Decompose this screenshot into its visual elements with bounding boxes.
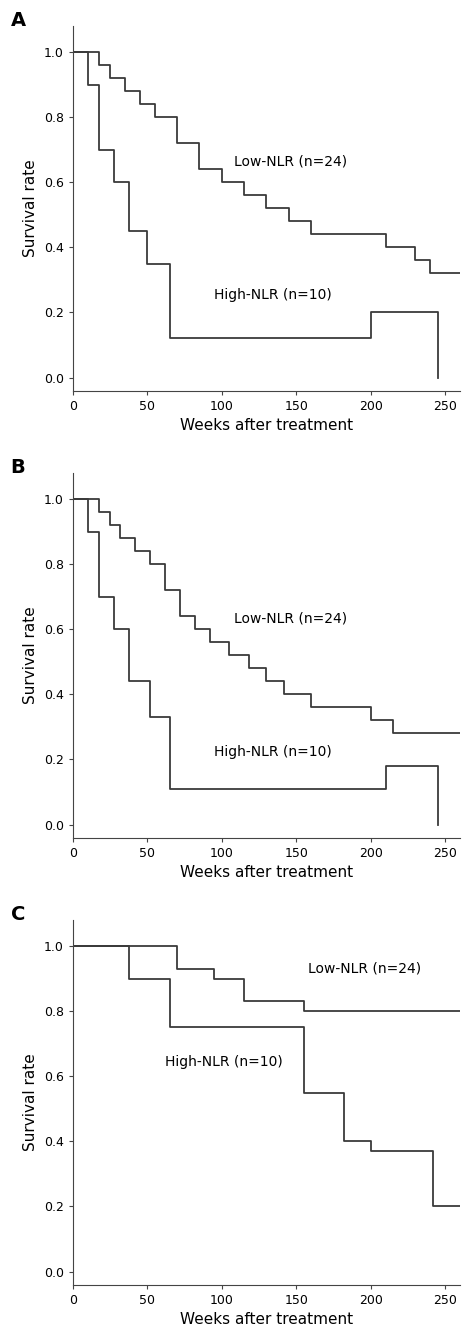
X-axis label: Weeks after treatment: Weeks after treatment — [180, 865, 353, 880]
Text: High-NLR (n=10): High-NLR (n=10) — [214, 288, 332, 303]
Text: Low-NLR (n=24): Low-NLR (n=24) — [308, 961, 421, 975]
Text: Low-NLR (n=24): Low-NLR (n=24) — [234, 611, 346, 626]
Text: C: C — [11, 905, 25, 924]
Text: High-NLR (n=10): High-NLR (n=10) — [165, 1055, 283, 1070]
X-axis label: Weeks after treatment: Weeks after treatment — [180, 418, 353, 433]
Y-axis label: Survival rate: Survival rate — [23, 606, 38, 704]
Text: A: A — [11, 12, 26, 31]
Y-axis label: Survival rate: Survival rate — [23, 160, 38, 257]
Y-axis label: Survival rate: Survival rate — [23, 1054, 38, 1151]
Text: B: B — [11, 459, 26, 477]
Text: Low-NLR (n=24): Low-NLR (n=24) — [234, 156, 346, 169]
X-axis label: Weeks after treatment: Weeks after treatment — [180, 1311, 353, 1328]
Text: High-NLR (n=10): High-NLR (n=10) — [214, 746, 332, 759]
